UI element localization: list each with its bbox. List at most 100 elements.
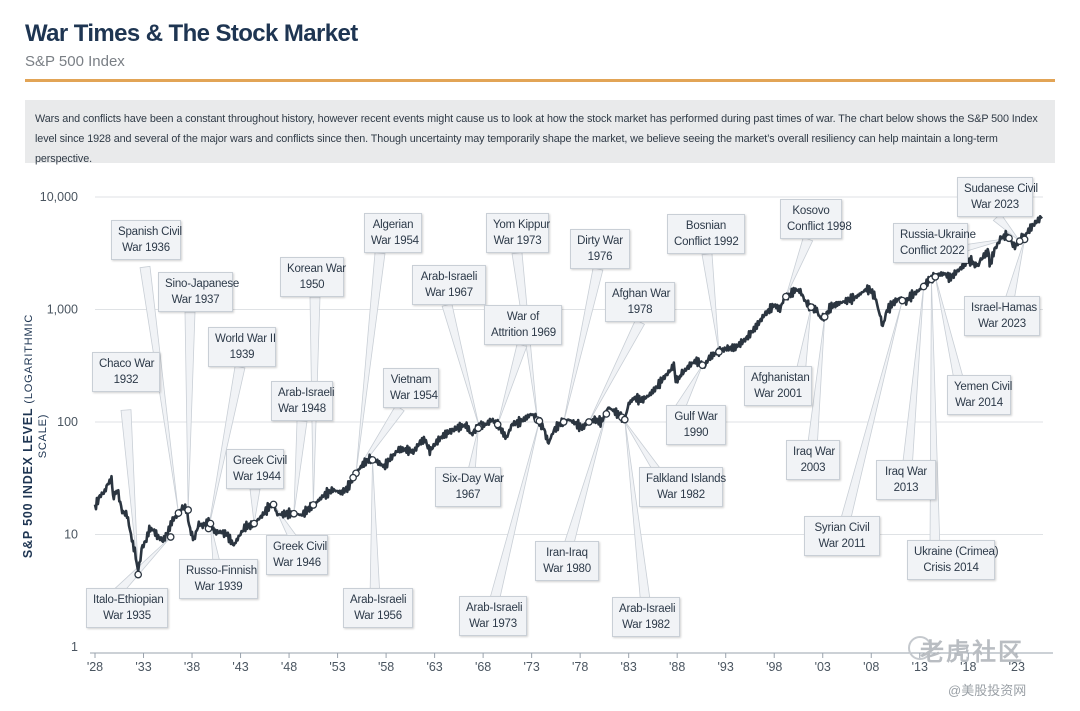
- event-callout-line: War 1946: [273, 557, 321, 569]
- event-callout-line: Sino-Japanese: [165, 278, 240, 290]
- event-callout-line: Iraq War: [793, 446, 836, 458]
- event-callout-line: War 2001: [754, 388, 802, 400]
- event-marker: [820, 313, 829, 321]
- event-callout: Vietnam War 1954: [383, 368, 439, 408]
- x-tick-label: '13: [912, 660, 928, 674]
- callout-leader: [785, 236, 814, 297]
- event-callout: Sino-Japanese War 1937: [158, 272, 240, 312]
- event-callout-line: 2003: [800, 462, 826, 474]
- event-callout: Arab-Israeli War 1956: [343, 588, 413, 628]
- event-callout-line: War 1954: [371, 235, 419, 247]
- event-marker: [309, 501, 318, 509]
- event-callout-line: Vietnam: [390, 374, 432, 386]
- event-callout-line: Arab-Israeli: [420, 271, 478, 283]
- event-callout: Afghanistan War 2001: [744, 366, 812, 406]
- event-callout: Russo-Finnish War 1939: [179, 559, 258, 599]
- callout-leader: [563, 267, 604, 423]
- accent-rule: [25, 79, 1055, 82]
- event-callout: Algerian War 1954: [364, 213, 422, 253]
- event-callout: Gulf War 1990: [666, 405, 726, 445]
- event-marker: [602, 410, 611, 418]
- event-callout-line: Korean War: [287, 263, 346, 275]
- event-marker: [166, 533, 175, 541]
- event-marker: [698, 361, 707, 370]
- event-callout-line: 1990: [683, 427, 709, 439]
- event-marker: [290, 509, 298, 518]
- event-callout: War of Attrition 1969: [484, 305, 562, 345]
- event-callout-line: War 2014: [955, 397, 1003, 409]
- callout-leader: [369, 459, 381, 599]
- event-callout-line: Yom Kippur: [493, 219, 551, 231]
- event-callout: Israel-Hamas War 2023: [964, 296, 1040, 336]
- x-tick-label: '98: [766, 660, 782, 674]
- event-callout: Arab-Israeli War 1982: [612, 597, 680, 637]
- event-callout: World War II 1939: [208, 327, 276, 367]
- event-marker: [368, 456, 377, 464]
- event-callout-line: Iraq War: [884, 466, 928, 478]
- callout-leader: [624, 419, 652, 609]
- event-callout-line: Bosnian: [685, 220, 727, 232]
- event-marker: [134, 570, 143, 579]
- event-marker: [715, 348, 723, 356]
- event-callout-line: War 2023: [971, 199, 1019, 211]
- x-tick-label: '18: [960, 660, 976, 674]
- event-marker: [807, 303, 815, 311]
- event-callout-line: War 1980: [543, 563, 591, 575]
- x-tick-label: '53: [329, 660, 345, 674]
- event-callout-line: Spanish Civil: [118, 226, 182, 238]
- x-tick-label: '78: [572, 660, 588, 674]
- event-callout-line: 1950: [299, 279, 325, 291]
- x-tick-label: '63: [426, 660, 442, 674]
- callout-leader: [901, 286, 925, 471]
- x-tick-label: '73: [523, 660, 539, 674]
- event-marker: [493, 420, 502, 429]
- event-callout-line: War 1982: [622, 619, 670, 631]
- callout-leader: [497, 343, 528, 425]
- event-marker: [535, 417, 544, 425]
- x-tick-label: '58: [378, 660, 394, 674]
- event-callout-line: War 1973: [469, 618, 517, 630]
- x-tick-label: '83: [621, 660, 637, 674]
- event-callout: Iraq War 2003: [786, 440, 840, 480]
- callout-leader: [184, 311, 196, 511]
- event-marker: [585, 418, 593, 426]
- event-marker: [184, 506, 193, 514]
- event-callout: Yom Kippur War 1973: [486, 213, 551, 253]
- event-callout-line: Gulf War: [674, 411, 718, 423]
- event-callout-line: War 1935: [103, 610, 151, 622]
- event-callout-line: War 1944: [233, 471, 281, 483]
- event-marker: [1005, 234, 1013, 243]
- axes-layer: 1 10 100 1,000 10,000 '28 '33 '38 '43 '48 '53 '58 '6…: [40, 190, 1053, 674]
- x-tick-label: '33: [135, 660, 151, 674]
- x-tick-label: '38: [184, 660, 200, 674]
- event-callout-line: War of: [506, 311, 540, 323]
- event-callout-line: Crisis 2014: [923, 562, 979, 574]
- x-tick-label: '68: [475, 660, 491, 674]
- callout-leader: [561, 413, 607, 553]
- event-callout-line: Chaco War: [99, 358, 155, 370]
- event-callout-line: Conflict 1998: [787, 221, 852, 233]
- event-marker: [474, 424, 483, 433]
- event-callout-line: Sudanese Civil: [964, 183, 1038, 195]
- event-callout: Falkland Islands War 1982: [639, 467, 726, 507]
- callout-leader: [120, 409, 139, 575]
- y-tick-label: 1,000: [47, 303, 78, 317]
- event-callout: Afghan War 1978: [605, 282, 675, 322]
- x-tick-label: '43: [232, 660, 248, 674]
- event-callout-line: Italo-Ethiopian: [93, 594, 164, 606]
- marker-layer: [134, 234, 1029, 579]
- event-callout-line: Arab-Israeli: [278, 387, 335, 399]
- watermark-handle: @美股投资网: [948, 683, 1027, 698]
- event-callout-line: Six-Day War: [442, 473, 504, 485]
- x-tick-label: '23: [1009, 660, 1025, 674]
- callout-leader: [441, 303, 480, 428]
- callout-leader: [701, 252, 720, 352]
- tiger-logo-icon: [908, 636, 932, 660]
- event-marker: [620, 415, 629, 424]
- x-tick-label: '28: [87, 660, 103, 674]
- event-callout-line: War 1956: [354, 610, 402, 622]
- event-callout: Greek Civil War 1944: [226, 449, 287, 489]
- event-callout: Greek Civil War 1946: [266, 535, 328, 575]
- event-callout-line: Dirty War: [577, 235, 623, 247]
- event-callout: Yemen Civil War 2014: [947, 375, 1012, 415]
